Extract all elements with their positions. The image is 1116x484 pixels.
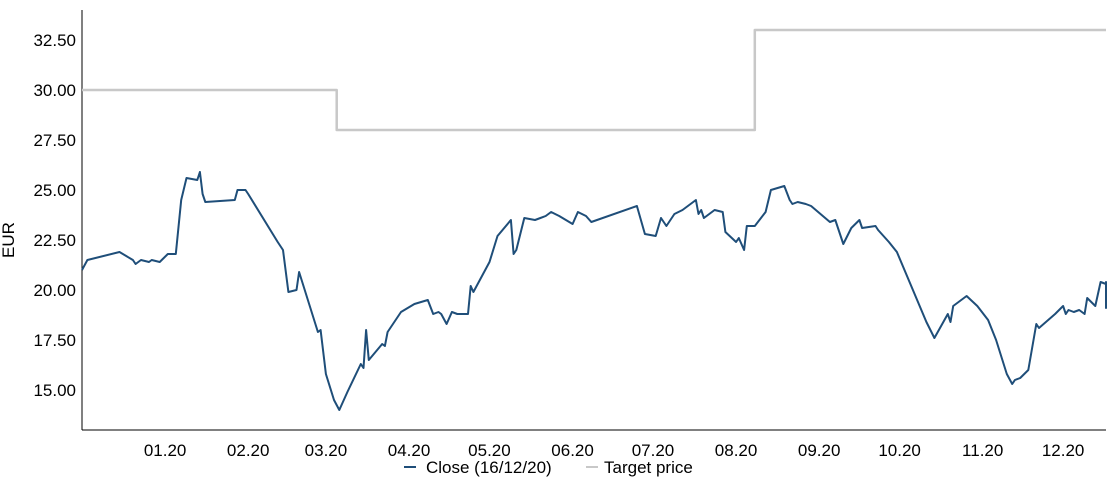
x-tick-label: 06.20: [551, 441, 594, 460]
y-tick-label: 15.00: [33, 381, 76, 400]
x-tick-label: 04.20: [388, 441, 431, 460]
x-tick-label: 08.20: [715, 441, 758, 460]
y-tick-label: 17.50: [33, 331, 76, 350]
y-tick-label: 25.00: [33, 181, 76, 200]
y-tick-label: 32.50: [33, 31, 76, 50]
x-tick-label: 01.20: [144, 441, 187, 460]
series-layer: [81, 28, 1107, 411]
y-axis-title: EUR: [0, 222, 18, 258]
legend: Close (16/12/20) Target price: [404, 458, 693, 477]
y-tick-label: 20.00: [33, 281, 76, 300]
y-tick-label: 30.00: [33, 81, 76, 100]
series-line-close-16-12-20: [81, 171, 1107, 411]
series-line-target-price: [82, 28, 1106, 132]
legend-label: Close (16/12/20): [426, 458, 552, 477]
x-tick-label: 12.20: [1042, 441, 1085, 460]
y-axis: 15.00 17.50 20.00 22.50 25.00 27.50 30.00 32.50: [33, 10, 83, 430]
x-axis: 01.20 02.20 03.20 04.20 05.20 06.20 07.20 08.20…: [82, 429, 1106, 460]
y-tick-label: 22.50: [33, 231, 76, 250]
legend-label: Target price: [604, 458, 693, 477]
x-tick-label: 05.20: [468, 441, 511, 460]
x-tick-label: 03.20: [305, 441, 348, 460]
x-tick-label: 07.20: [632, 441, 675, 460]
x-tick-label: 02.20: [227, 441, 270, 460]
x-tick-label: 09.20: [798, 441, 841, 460]
y-tick-label: 27.50: [33, 131, 76, 150]
x-tick-label: 10.20: [878, 441, 921, 460]
x-tick-label: 11.20: [962, 441, 1003, 460]
